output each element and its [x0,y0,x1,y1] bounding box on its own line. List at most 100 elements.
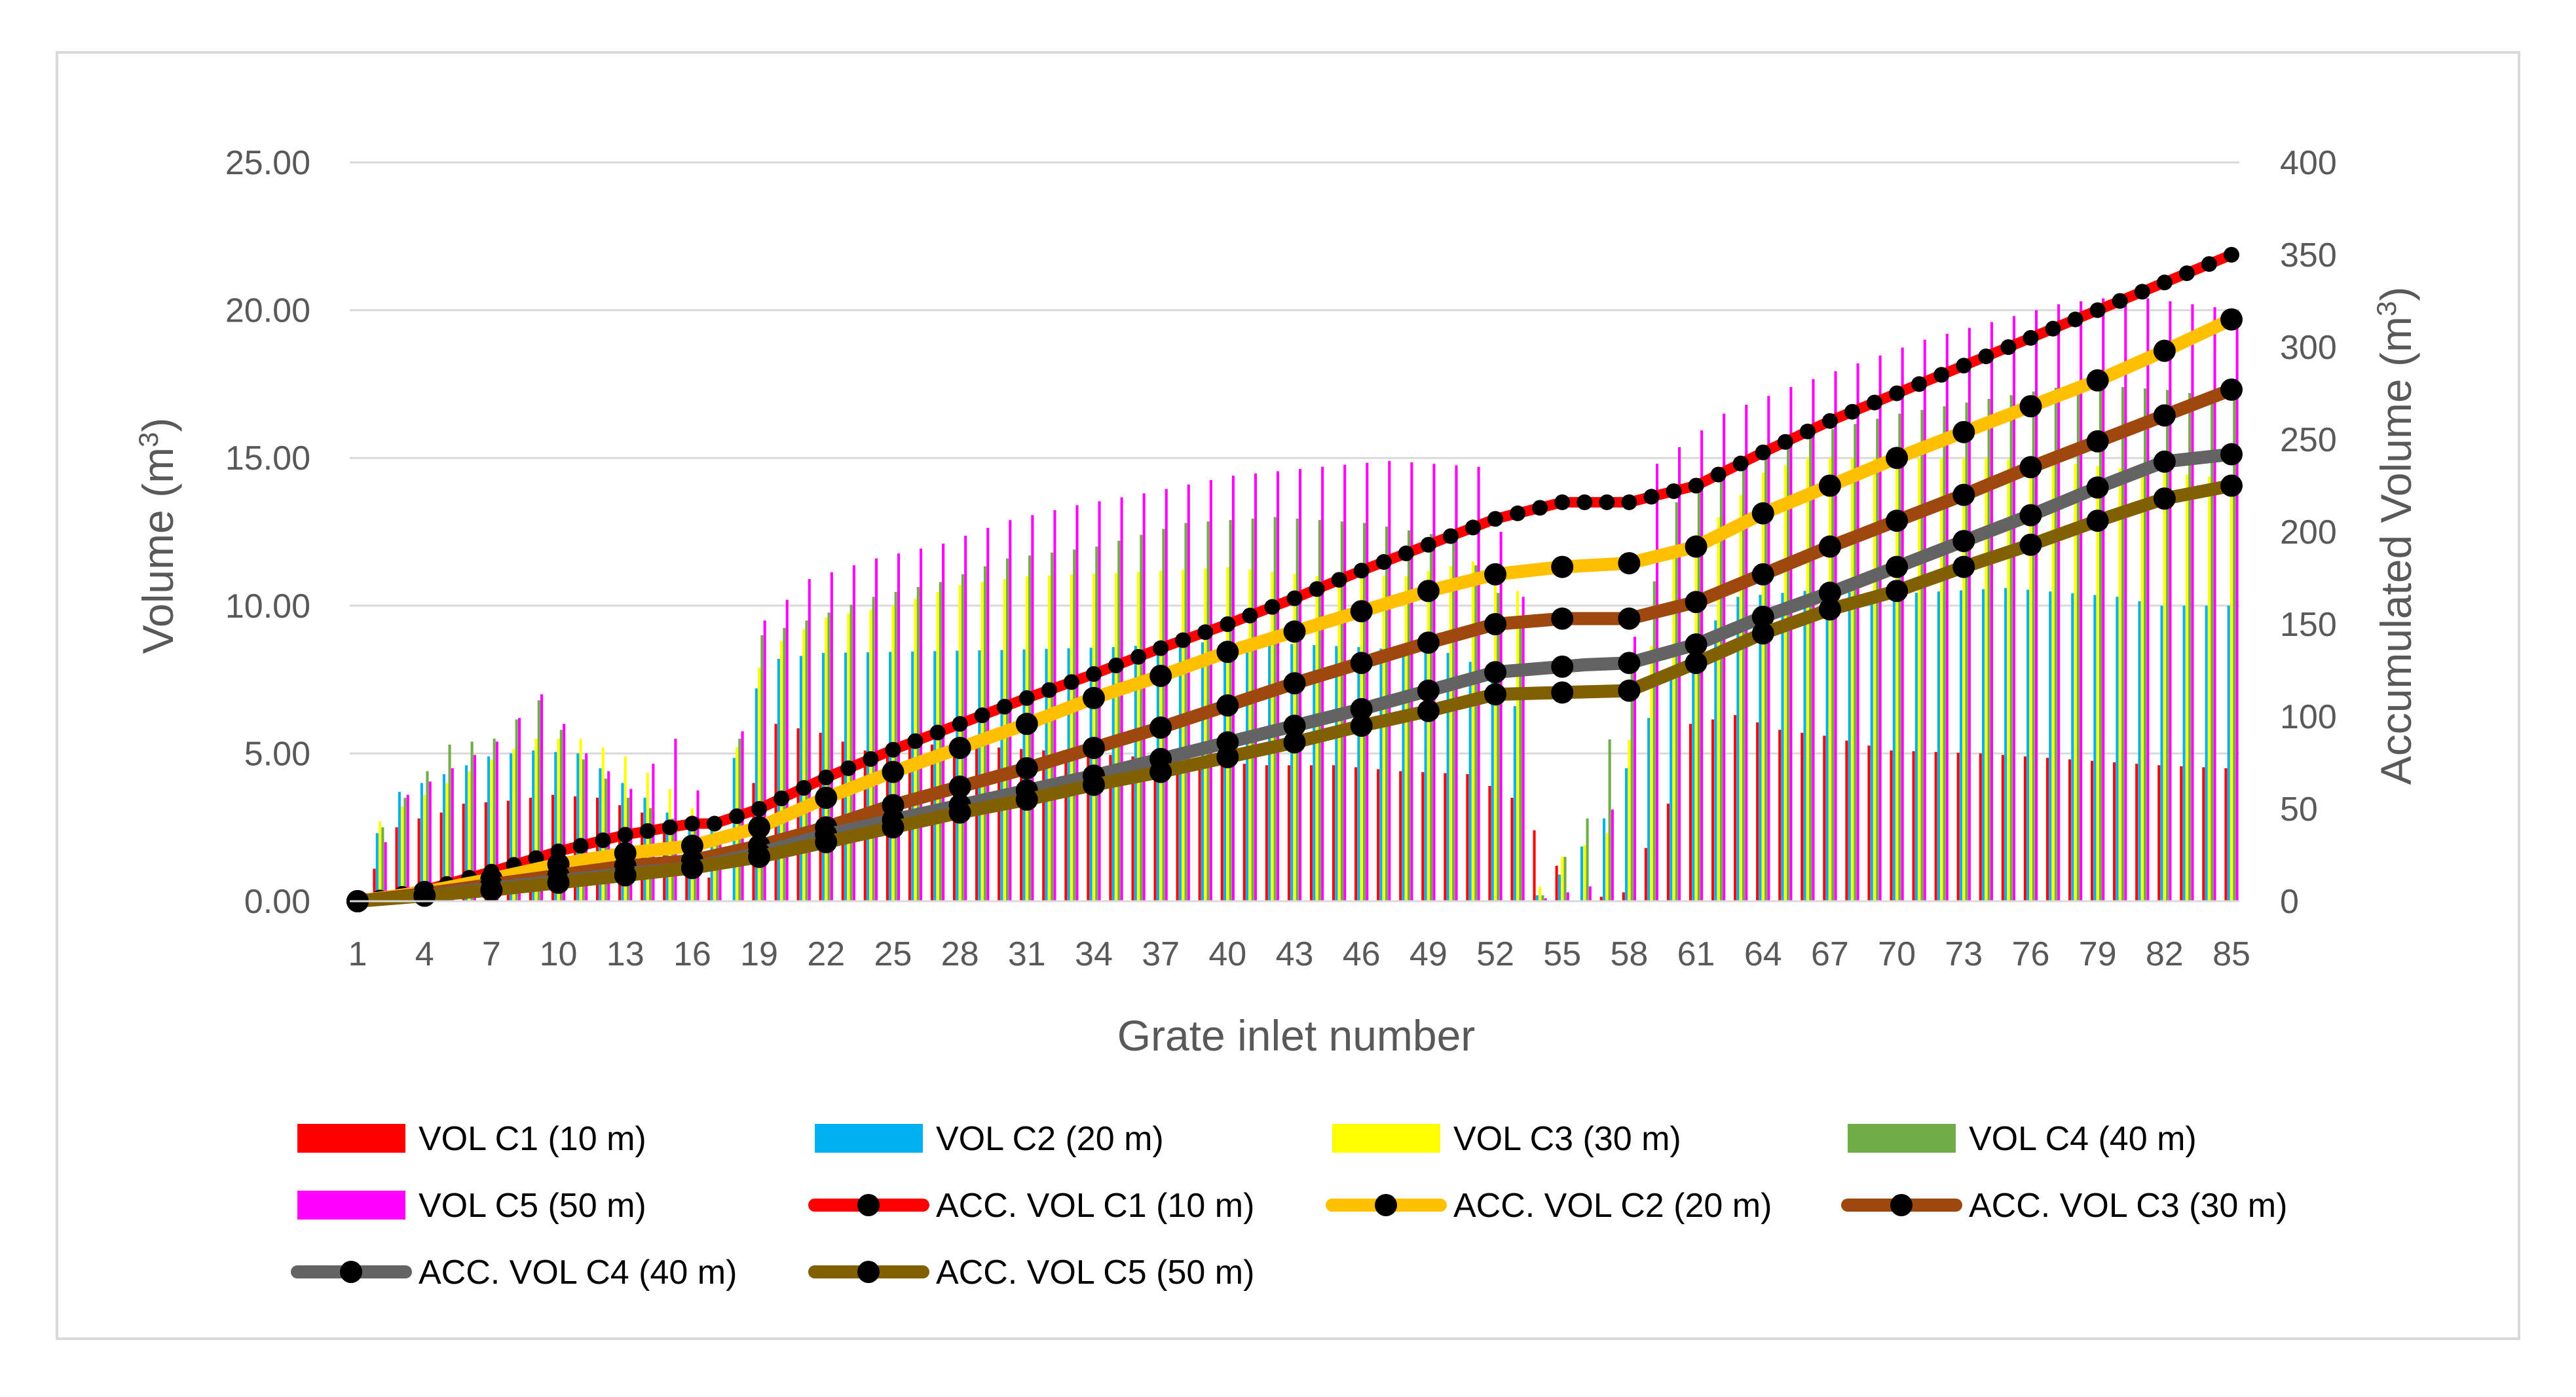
bar [825,617,828,901]
bar [847,613,850,901]
legend-item: ACC. VOL C5 (50 m) [808,1254,1254,1292]
series-marker [2156,274,2173,291]
bar [1898,413,1901,901]
series-marker [1484,683,1507,706]
series-marker [952,716,968,732]
bar [1379,648,1383,901]
bar [2205,605,2208,901]
bar [403,798,407,901]
bar [2004,587,2007,901]
bar [1845,740,1848,901]
bar [2012,316,2016,901]
bar [1918,458,1921,901]
bar [451,768,454,901]
bar [1357,646,1360,901]
bar [1466,773,1469,901]
bar [1064,752,1068,901]
bar [2185,474,2188,901]
y2-tick-label: 400 [2280,144,2337,182]
bar [1767,396,1770,901]
series-marker [1952,530,1975,553]
series-marker [1175,632,1191,648]
bar [1990,322,1993,901]
bar [1602,818,1606,901]
bar [375,833,379,901]
bar [2163,472,2166,901]
bar [515,719,518,901]
bar [1120,497,1123,901]
bar [1109,754,1112,901]
bar [1870,593,1873,901]
bar [1783,465,1787,901]
series-marker [2023,329,2039,346]
series-marker [1554,494,1571,510]
bar [674,738,677,901]
series-marker [1484,661,1507,684]
bar [532,750,535,901]
bar [1095,546,1098,901]
bar [1343,464,1347,901]
bar [1580,846,1584,901]
bar [1764,450,1768,901]
bar [1053,510,1056,901]
bar [557,738,560,901]
bar [1410,462,1413,901]
bar [2202,767,2205,901]
series-marker [1283,672,1306,695]
series-marker [1685,591,1708,614]
bar [1354,767,1358,901]
y-tick-label: 15.00 [225,439,310,477]
bar [1652,581,1656,901]
bar [2166,390,2169,901]
bar [448,744,451,901]
bar [2227,605,2230,901]
bar [2118,468,2121,901]
bar [559,730,563,901]
bar [1499,532,1503,901]
bar [1360,576,1363,901]
series-marker [2201,256,2217,272]
legend-label: VOL C3 (30 m) [1453,1120,1681,1158]
bar [2001,754,2004,901]
series-marker [1618,551,1641,574]
series-marker [1818,598,1841,621]
bar [2191,304,2194,901]
series-marker [2153,487,2176,510]
legend-bar-swatch [297,1191,405,1220]
legend-label: ACC. VOL C2 (20 m) [1453,1187,1772,1225]
bar [1850,458,1854,901]
bar [381,827,384,901]
bar [1943,406,1946,901]
series-marker [1618,652,1641,675]
bar [506,800,510,901]
bar [897,553,901,901]
bar [2235,310,2239,902]
bar [755,688,758,901]
series-marker [1487,511,1504,527]
bar [719,842,722,901]
bar [1694,534,1698,901]
series-marker [639,823,656,839]
bar [1519,620,1522,901]
x-tick-label: 7 [482,935,501,973]
series-marker [1149,716,1172,739]
x-tick-label: 25 [874,935,912,973]
bar [1142,493,1146,901]
series-marker [1577,494,1593,510]
series-marker [1952,483,1975,506]
x-tick-label: 43 [1276,935,1314,973]
series-marker [1082,773,1105,796]
series-marker [1283,620,1306,643]
bar [1697,487,1700,901]
bar [2102,298,2105,901]
bar [1073,549,1076,901]
series-marker [929,724,946,741]
bar [576,753,580,901]
series-marker [2019,395,2042,418]
bar [1566,892,1569,901]
series-marker [1956,358,1972,374]
bar [1332,765,1335,901]
bar [844,652,848,901]
bar [1717,517,1720,901]
y2-tick-label: 100 [2280,698,2337,736]
